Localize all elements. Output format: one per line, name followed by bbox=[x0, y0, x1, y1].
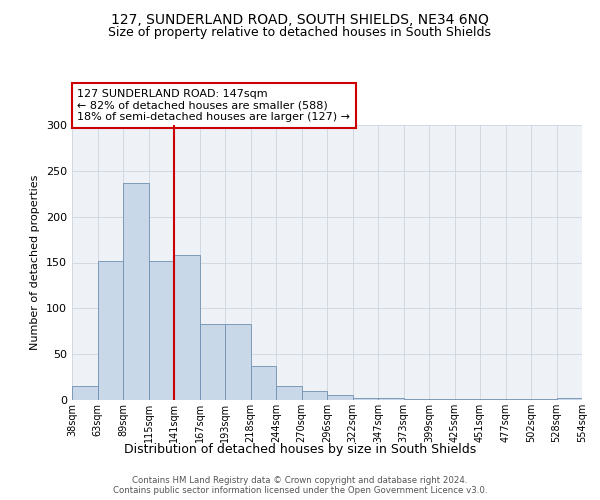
Bar bbox=[429, 399, 455, 400]
Text: Size of property relative to detached houses in South Shields: Size of property relative to detached ho… bbox=[109, 26, 491, 39]
Bar bbox=[480, 399, 505, 400]
Bar bbox=[378, 398, 404, 400]
Bar bbox=[174, 255, 199, 400]
Y-axis label: Number of detached properties: Number of detached properties bbox=[31, 175, 40, 350]
Bar bbox=[455, 399, 480, 400]
Bar bbox=[149, 260, 174, 400]
Text: Distribution of detached houses by size in South Shields: Distribution of detached houses by size … bbox=[124, 442, 476, 456]
Bar bbox=[72, 386, 97, 400]
Bar bbox=[353, 398, 378, 400]
Bar bbox=[199, 324, 225, 400]
Bar bbox=[302, 391, 327, 400]
Bar bbox=[97, 260, 123, 400]
Bar bbox=[505, 399, 531, 400]
Bar bbox=[251, 366, 276, 400]
Text: 127, SUNDERLAND ROAD, SOUTH SHIELDS, NE34 6NQ: 127, SUNDERLAND ROAD, SOUTH SHIELDS, NE3… bbox=[111, 12, 489, 26]
Text: 127 SUNDERLAND ROAD: 147sqm
← 82% of detached houses are smaller (588)
18% of se: 127 SUNDERLAND ROAD: 147sqm ← 82% of det… bbox=[77, 89, 350, 122]
Bar bbox=[404, 399, 429, 400]
Bar bbox=[557, 398, 582, 400]
Bar bbox=[225, 324, 251, 400]
Bar bbox=[531, 399, 557, 400]
Text: Contains HM Land Registry data © Crown copyright and database right 2024.
Contai: Contains HM Land Registry data © Crown c… bbox=[113, 476, 487, 495]
Bar bbox=[327, 396, 353, 400]
Bar bbox=[276, 386, 302, 400]
Bar bbox=[123, 182, 149, 400]
